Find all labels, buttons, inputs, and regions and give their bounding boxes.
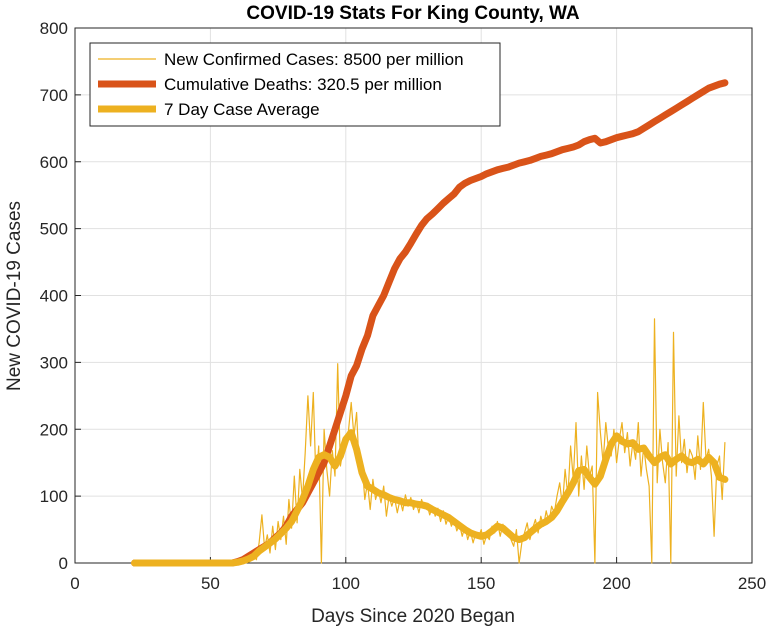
x-tick-label: 50 bbox=[201, 574, 220, 593]
legend-entry-label: 7 Day Case Average bbox=[164, 100, 320, 119]
x-axis-ticks: 0 50 100 150 200 250 bbox=[70, 557, 766, 593]
legend: New Confirmed Cases: 8500 per million Cum… bbox=[89, 42, 501, 127]
x-tick-label: 0 bbox=[70, 574, 79, 593]
y-tick-label: 400 bbox=[40, 287, 68, 306]
y-tick-label: 700 bbox=[40, 86, 68, 105]
y-tick-label: 600 bbox=[40, 153, 68, 172]
y-tick-label: 300 bbox=[40, 353, 68, 372]
legend-entry-label: Cumulative Deaths: 320.5 per million bbox=[164, 75, 442, 94]
y-tick-label: 500 bbox=[40, 220, 68, 239]
legend-box bbox=[89, 42, 501, 127]
x-tick-label: 250 bbox=[738, 574, 766, 593]
x-tick-label: 100 bbox=[332, 574, 360, 593]
y-axis-label: New COVID-19 Cases bbox=[4, 201, 25, 391]
legend-entry-label: New Confirmed Cases: 8500 per million bbox=[164, 50, 464, 69]
y-tick-label: 100 bbox=[40, 487, 68, 506]
x-tick-label: 200 bbox=[602, 574, 630, 593]
x-axis-label: Days Since 2020 Began bbox=[311, 606, 515, 627]
series-layer bbox=[131, 79, 729, 567]
series-line-3 bbox=[131, 429, 729, 567]
x-tick-label: 150 bbox=[467, 574, 495, 593]
y-tick-label: 0 bbox=[59, 554, 68, 573]
y-axis-ticks: 0 100 200 300 400 500 600 700 800 bbox=[40, 19, 81, 573]
y-tick-label: 200 bbox=[40, 420, 68, 439]
chart-title: COVID-19 Stats For King County, WA bbox=[246, 3, 579, 24]
y-tick-label: 800 bbox=[40, 19, 68, 38]
